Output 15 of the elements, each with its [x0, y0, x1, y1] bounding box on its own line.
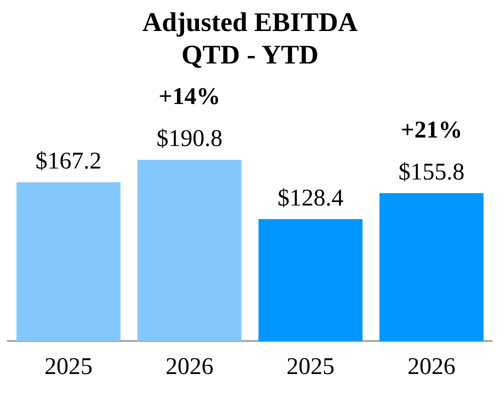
data-label: $190.8	[156, 126, 222, 152]
x-tick-label: 2025	[44, 354, 92, 380]
text: +21%	[400, 117, 462, 144]
chart-title: Adjusted EBITDA QTD - YTD	[142, 7, 358, 70]
data-label: $155.8	[398, 159, 464, 186]
bar	[137, 160, 242, 342]
bar	[258, 219, 363, 342]
data-label: $167.2	[36, 148, 102, 175]
x-tick-label: 2026	[408, 354, 456, 380]
x-tick-label: 2025	[286, 354, 334, 380]
text: +14%	[158, 84, 220, 110]
bar	[16, 182, 121, 342]
bar	[379, 193, 484, 342]
data-label: $128.4	[278, 185, 344, 212]
x-tick-label: 2026	[166, 354, 214, 380]
